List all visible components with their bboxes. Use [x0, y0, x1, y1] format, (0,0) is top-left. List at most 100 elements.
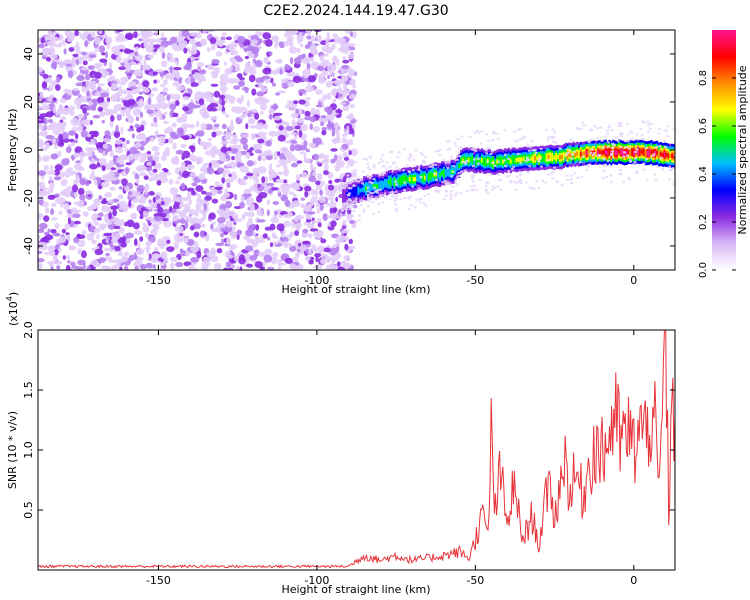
heatmap-cell — [172, 142, 177, 150]
heatmap-cell — [346, 174, 350, 177]
heatmap-cell — [190, 245, 199, 253]
heatmap-cell — [231, 148, 239, 154]
heatmap-cell — [201, 209, 205, 216]
heatmap-cell — [211, 161, 220, 168]
heatmap-cell — [382, 183, 385, 188]
heatmap-cell — [248, 203, 255, 210]
heatmap-cell — [326, 122, 335, 130]
heatmap-cell — [63, 48, 67, 55]
heatmap-cell — [160, 253, 165, 259]
heatmap-cell — [262, 157, 266, 161]
heatmap-cell — [249, 255, 258, 261]
heatmap-cell — [246, 160, 254, 167]
heatmap-cell — [657, 127, 662, 131]
heatmap-cell — [104, 51, 108, 59]
heatmap-cell — [123, 48, 131, 54]
heatmap-cell — [213, 123, 220, 128]
heatmap-cell — [444, 171, 448, 176]
heatmap-cell — [560, 183, 564, 187]
heatmap-cell — [291, 119, 296, 127]
heatmap-cell — [161, 32, 165, 39]
heatmap-cell — [108, 62, 113, 70]
heatmap-cell — [185, 250, 191, 257]
heatmap-cell — [524, 159, 528, 163]
heatmap-cell — [441, 180, 445, 184]
heatmap-cell — [220, 233, 224, 238]
heatmap-cell — [209, 186, 217, 192]
heatmap-cell — [291, 200, 301, 208]
heatmap-cell — [288, 243, 293, 248]
heatmap-cell — [423, 156, 427, 159]
heatmap-cell — [138, 38, 143, 42]
heatmap-cell — [311, 188, 316, 196]
heatmap-cell — [187, 218, 194, 224]
heatmap-cell — [94, 221, 100, 226]
heatmap-cell — [136, 248, 145, 255]
colorbar-tick-label: 0.2 — [698, 214, 709, 230]
heatmap-cell — [229, 174, 238, 181]
heatmap-cell — [454, 144, 458, 147]
heatmap-cell — [44, 43, 48, 47]
heatmap-cell — [217, 217, 226, 224]
y-tick-label: 0.5 — [22, 501, 35, 519]
heatmap-cell — [282, 213, 288, 218]
heatmap-cell — [434, 149, 438, 153]
heatmap-cell — [317, 263, 323, 270]
heatmap-cell — [317, 65, 324, 72]
heatmap-cell — [53, 176, 62, 181]
heatmap-cell — [457, 151, 461, 154]
heatmap-cell — [618, 132, 622, 135]
heatmap-cell — [325, 62, 333, 68]
heatmap-cell — [292, 75, 302, 83]
heatmap-cell — [142, 225, 150, 233]
heatmap-cell — [268, 130, 278, 137]
heatmap-cell — [246, 222, 250, 230]
colorbar-tick-label: 0.6 — [698, 118, 709, 134]
heatmap-cell — [51, 137, 57, 145]
heatmap-cell — [245, 245, 254, 252]
heatmap-cell — [447, 140, 451, 143]
heatmap-cell — [366, 196, 370, 199]
heatmap-cell — [539, 165, 544, 168]
heatmap-cell — [221, 238, 225, 244]
heatmap-cell — [38, 228, 45, 233]
heatmap-cell — [259, 266, 265, 270]
heatmap-cell — [569, 174, 573, 177]
heatmap-cell — [266, 199, 270, 206]
heatmap-cell — [332, 207, 338, 213]
heatmap-cell — [76, 233, 81, 238]
heatmap-cell — [616, 150, 619, 155]
heatmap-cell — [434, 189, 438, 193]
heatmap-cell — [97, 96, 105, 103]
heatmap-cell — [77, 113, 84, 120]
heatmap-cell — [38, 132, 42, 136]
heatmap-cell — [342, 202, 347, 206]
heatmap-cell — [115, 156, 125, 164]
heatmap-cell — [163, 111, 168, 115]
heatmap-cell — [139, 215, 144, 220]
heatmap-cell — [290, 112, 299, 119]
heatmap-cell — [88, 54, 97, 59]
heatmap-cell — [330, 158, 336, 164]
heatmap-cell — [255, 224, 260, 231]
heatmap-cell — [229, 56, 236, 63]
heatmap-cell — [168, 137, 174, 144]
heatmap-cell — [583, 151, 586, 156]
heatmap-cell — [134, 51, 139, 57]
heatmap-cell — [115, 164, 125, 168]
heatmap-cell — [92, 114, 101, 119]
heatmap-cell — [460, 170, 464, 173]
heatmap-cell — [646, 120, 650, 123]
heatmap-cell — [465, 157, 468, 162]
heatmap-cell — [183, 236, 189, 244]
heatmap-cell — [190, 256, 200, 263]
heatmap-cell — [198, 98, 205, 106]
heatmap-cell — [585, 151, 588, 156]
heatmap-cell — [329, 213, 335, 218]
heatmap-cell — [258, 96, 266, 100]
heatmap-cell — [558, 147, 562, 150]
heatmap-cell — [111, 265, 115, 270]
heatmap-cell — [335, 160, 345, 168]
heatmap-cell — [294, 187, 301, 191]
heatmap-cell — [517, 157, 520, 162]
